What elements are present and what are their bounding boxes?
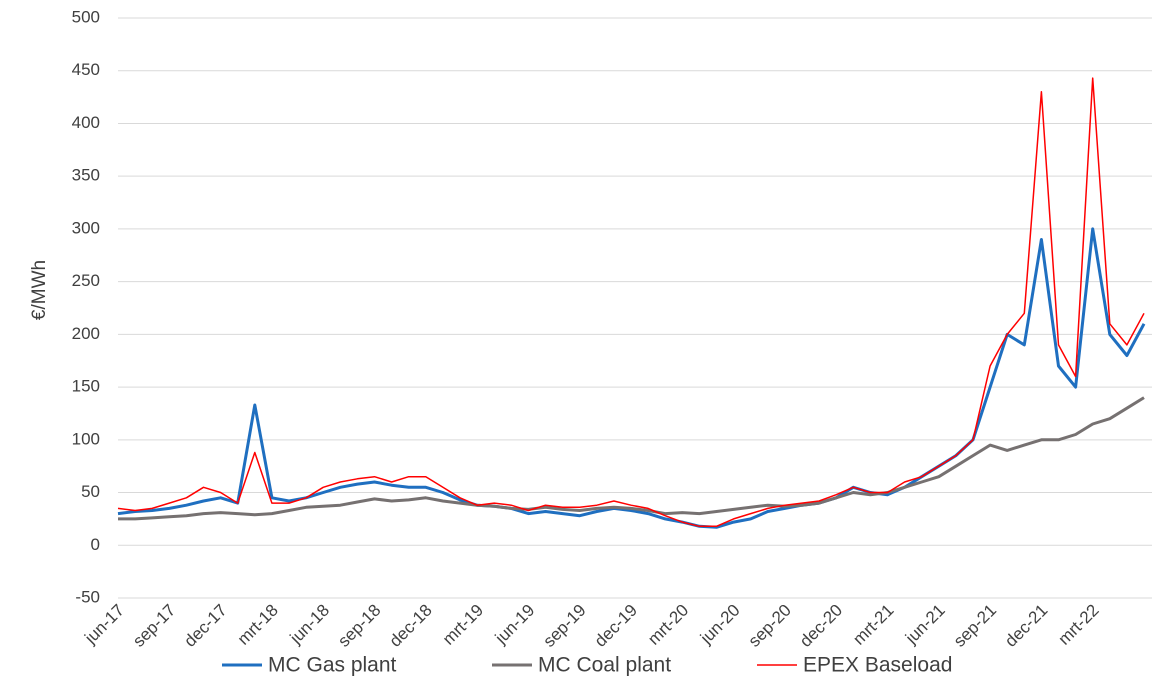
x-tick-label: sep-20 — [745, 601, 795, 651]
legend-label: MC Coal plant — [538, 654, 671, 677]
y-tick-label: 300 — [72, 218, 100, 237]
y-tick-label: 350 — [72, 166, 100, 185]
y-tick-label: 150 — [72, 377, 100, 396]
legend-label: EPEX Baseload — [803, 654, 952, 677]
series-line — [118, 396, 1145, 521]
x-tick-label: jun-20 — [696, 601, 744, 649]
series-line — [117, 227, 1146, 529]
x-tick-label: dec-21 — [1001, 601, 1051, 651]
y-tick-label: 50 — [81, 482, 100, 501]
x-tick-label: sep-18 — [334, 601, 384, 651]
x-tick-label: dec-19 — [591, 601, 641, 651]
y-tick-label: 200 — [72, 324, 100, 343]
x-tick-label: mrt-19 — [439, 601, 487, 649]
legend-label: MC Gas plant — [268, 654, 397, 677]
x-tick-label: sep-19 — [540, 601, 590, 651]
x-tick-label: dec-17 — [180, 601, 230, 651]
x-tick-label: dec-18 — [386, 601, 436, 651]
y-tick-label: 250 — [72, 271, 100, 290]
x-tick-label: sep-21 — [950, 601, 1000, 651]
y-tick-label: 0 — [91, 535, 100, 554]
y-tick-label: 500 — [72, 7, 100, 26]
x-tick-label: sep-17 — [129, 601, 179, 651]
x-tick-label: mrt-18 — [234, 601, 282, 649]
y-axis-title: €/MWh — [29, 260, 50, 320]
series-line — [117, 77, 1145, 528]
y-tick-label: -50 — [75, 587, 100, 606]
y-tick-label: 450 — [72, 60, 100, 79]
x-tick-label: mrt-20 — [644, 601, 692, 649]
x-tick-label: jun-19 — [491, 601, 539, 649]
x-tick-label: jun-18 — [286, 601, 334, 649]
x-tick-label: jun-17 — [80, 601, 128, 649]
y-tick-label: 400 — [72, 113, 100, 132]
x-tick-label: dec-20 — [796, 601, 846, 651]
x-tick-label: mrt-21 — [849, 601, 897, 649]
y-tick-label: 100 — [72, 429, 100, 448]
x-tick-label: mrt-22 — [1055, 601, 1103, 649]
x-tick-label: jun-21 — [901, 601, 949, 649]
